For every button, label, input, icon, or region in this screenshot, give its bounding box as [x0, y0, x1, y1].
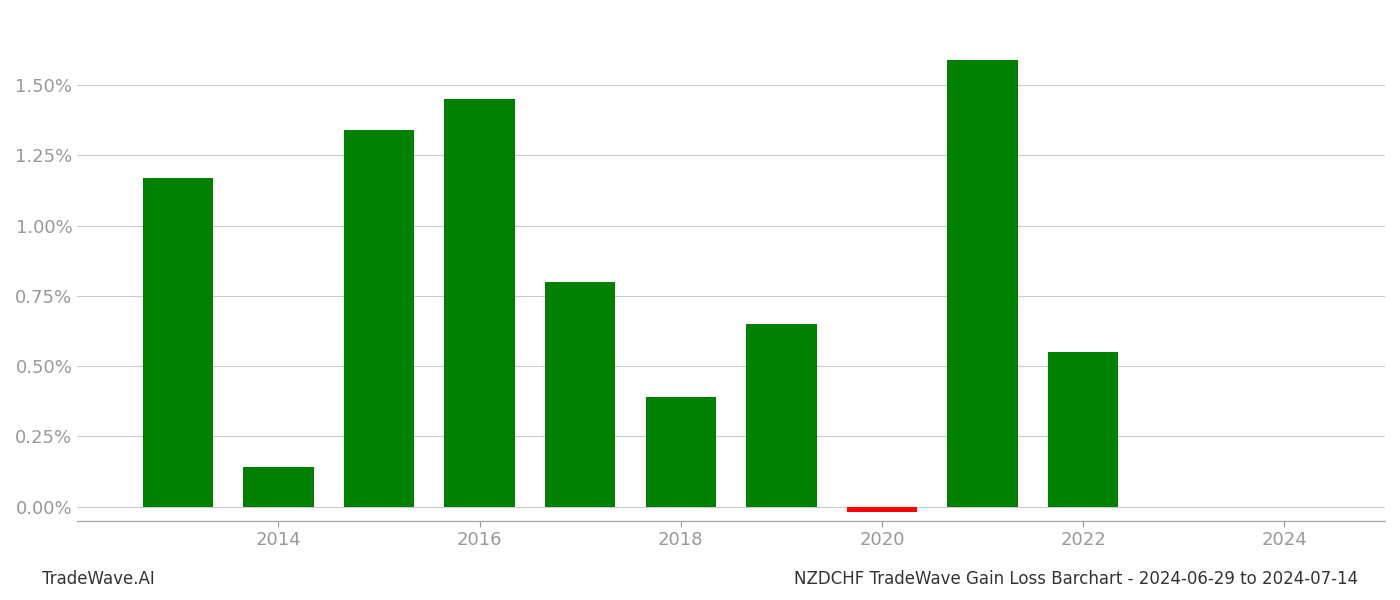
Text: NZDCHF TradeWave Gain Loss Barchart - 2024-06-29 to 2024-07-14: NZDCHF TradeWave Gain Loss Barchart - 20…	[794, 570, 1358, 588]
Bar	[948, 60, 1018, 506]
Bar	[645, 397, 715, 506]
Bar	[344, 130, 414, 506]
Text: TradeWave.AI: TradeWave.AI	[42, 570, 155, 588]
Bar	[1049, 352, 1119, 506]
Bar	[746, 324, 816, 506]
Bar	[244, 467, 314, 506]
Bar	[444, 99, 515, 506]
Bar	[143, 178, 213, 506]
Bar	[847, 506, 917, 512]
Bar	[545, 282, 616, 506]
